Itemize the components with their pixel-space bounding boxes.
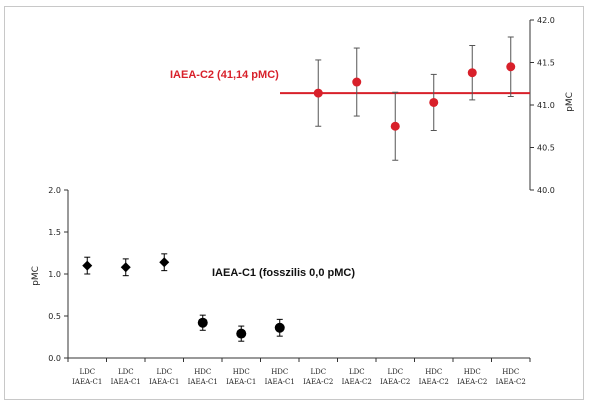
upper-y-tick-label: 42.0 bbox=[537, 16, 555, 25]
x-tick-label-line2: IAEA-C2 bbox=[496, 378, 526, 386]
iaea-c2-point-circle bbox=[467, 68, 477, 78]
x-tick-label-line1: LDC bbox=[349, 368, 365, 376]
x-tick-label-line1: LDC bbox=[118, 368, 134, 376]
lower-y-tick-label: 0.5 bbox=[48, 312, 61, 321]
lower-y-tick-label: 1.5 bbox=[48, 228, 61, 237]
x-tick-label-line2: IAEA-C1 bbox=[265, 378, 295, 386]
upper-y-tick-label: 41.0 bbox=[537, 101, 555, 110]
x-tick-label-line1: HDC bbox=[502, 368, 519, 376]
iaea-c2-point-circle bbox=[352, 77, 362, 87]
lower-y-tick-label: 1.0 bbox=[48, 270, 61, 279]
iaea-c2-point-circle bbox=[390, 121, 400, 131]
x-tick-label-line1: LDC bbox=[156, 368, 172, 376]
iaea-c1-point-circle bbox=[197, 317, 208, 328]
iaea-c2-annotation: IAEA-C2 (41,14 pMC) bbox=[170, 69, 279, 81]
iaea-c1-point-circle bbox=[274, 322, 285, 333]
x-tick-label-line2: IAEA-C2 bbox=[303, 378, 333, 386]
x-tick-label-line1: HDC bbox=[194, 368, 211, 376]
iaea-c2-point-circle bbox=[313, 88, 323, 98]
x-tick-label-line1: HDC bbox=[464, 368, 481, 376]
x-axis: LDC IAEA-C1 LDC IAEA-C1 LDC IAEA-C1 HDC IAEA-C1… bbox=[67, 357, 531, 386]
iaea-c2-point-circle bbox=[506, 62, 516, 72]
x-tick-label-line1: HDC bbox=[271, 368, 288, 376]
x-tick-label-line2: IAEA-C2 bbox=[457, 378, 487, 386]
upper-y-tick-label: 40.0 bbox=[537, 186, 555, 195]
iaea-c1-point-circle bbox=[236, 328, 247, 339]
x-tick-label-line2: IAEA-C1 bbox=[226, 378, 256, 386]
x-tick-label-line1: HDC bbox=[233, 368, 250, 376]
upper-y-axis-title: pMC bbox=[565, 92, 575, 112]
lower-y-tick-label: 0.0 bbox=[48, 354, 61, 363]
upper-y-tick-label: 40.5 bbox=[537, 144, 555, 153]
iaea-c1-point-diamond bbox=[120, 262, 131, 273]
x-tick-label-line1: LDC bbox=[79, 368, 95, 376]
lower-y-tick-label: 2.0 bbox=[48, 186, 61, 195]
x-tick-label-line2: IAEA-C1 bbox=[111, 378, 141, 386]
chart-frame bbox=[4, 6, 584, 400]
x-tick-label-line2: IAEA-C1 bbox=[149, 378, 179, 386]
x-tick-label-line1: LDC bbox=[310, 368, 326, 376]
iaea-c1-point-diamond bbox=[82, 260, 93, 271]
x-tick-label-line2: IAEA-C2 bbox=[419, 378, 449, 386]
lower-y-axis: 0.0 0.5 1.0 1.5 2.0 bbox=[48, 186, 69, 363]
iaea-c1-point-diamond bbox=[159, 257, 170, 268]
iaea-c1-annotation: IAEA-C1 (fosszilis 0,0 pMC) bbox=[212, 267, 355, 279]
lower-y-axis-title: pMC bbox=[31, 266, 41, 286]
x-tick-label-line2: IAEA-C2 bbox=[380, 378, 410, 386]
x-tick-label-line2: IAEA-C2 bbox=[342, 378, 372, 386]
iaea-c2-point-circle bbox=[429, 97, 439, 107]
x-tick-label-line2: IAEA-C1 bbox=[72, 378, 102, 386]
x-tick-label-line2: IAEA-C1 bbox=[188, 378, 218, 386]
x-tick-label-line1: LDC bbox=[387, 368, 403, 376]
upper-y-tick-label: 41.5 bbox=[537, 59, 555, 68]
data-marks bbox=[82, 36, 530, 342]
x-tick-label-line1: HDC bbox=[425, 368, 442, 376]
upper-y-axis: 40.0 40.5 41.0 41.5 42.0 bbox=[529, 16, 555, 195]
